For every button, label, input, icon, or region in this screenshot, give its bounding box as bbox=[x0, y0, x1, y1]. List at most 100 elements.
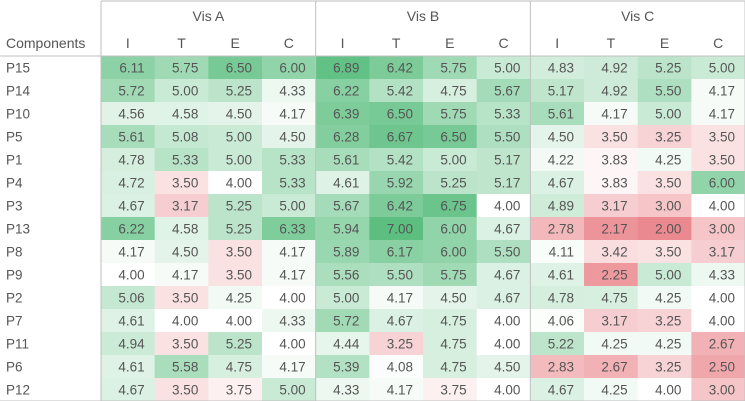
heat-cell bbox=[530, 194, 585, 218]
heat-cell bbox=[584, 309, 639, 333]
heat-cell bbox=[208, 286, 263, 310]
heat-cell bbox=[101, 263, 156, 287]
heat-cell bbox=[584, 171, 639, 195]
cell-value: 4.50 bbox=[172, 245, 198, 260]
cell-value: 6.00 bbox=[440, 222, 466, 237]
heat-cell bbox=[262, 102, 317, 126]
cell-value: 3.17 bbox=[601, 314, 627, 329]
heat-cell bbox=[637, 309, 692, 333]
column-header-2-t: T bbox=[392, 35, 401, 51]
cell-value: 5.39 bbox=[333, 360, 359, 375]
heat-cell bbox=[101, 79, 156, 103]
cell-value: 5.67 bbox=[494, 84, 520, 99]
cell-value: 3.50 bbox=[709, 153, 735, 168]
cell-value: 4.00 bbox=[279, 291, 305, 306]
cell-value: 5.08 bbox=[172, 130, 198, 145]
cell-value: 3.50 bbox=[172, 291, 198, 306]
cell-value: 4.94 bbox=[118, 337, 145, 352]
heat-cell bbox=[423, 309, 478, 333]
cell-value: 3.25 bbox=[655, 360, 681, 375]
heat-cell bbox=[315, 102, 370, 126]
heat-cell bbox=[262, 79, 317, 103]
cell-value: 3.17 bbox=[709, 245, 735, 260]
heat-cell bbox=[691, 309, 745, 333]
cell-value: 3.75 bbox=[440, 383, 466, 398]
heat-cell bbox=[101, 378, 156, 401]
cell-value: 5.00 bbox=[279, 383, 305, 398]
cell-value: 5.25 bbox=[226, 337, 252, 352]
cell-value: 2.78 bbox=[548, 222, 574, 237]
cell-value: 4.17 bbox=[387, 383, 413, 398]
cell-value: 3.50 bbox=[172, 337, 198, 352]
cell-value: 3.50 bbox=[709, 130, 735, 145]
cell-value: 4.17 bbox=[279, 107, 305, 122]
cell-value: 4.11 bbox=[549, 245, 574, 260]
heat-cell bbox=[476, 217, 531, 241]
cell-value: 4.92 bbox=[601, 84, 627, 99]
heat-cell bbox=[691, 240, 745, 264]
column-header-1-e: E bbox=[231, 35, 240, 51]
heat-cell bbox=[315, 240, 370, 264]
heat-cell bbox=[369, 102, 424, 126]
cell-value: 5.42 bbox=[387, 84, 413, 99]
heat-cell bbox=[476, 171, 531, 195]
row-label-p1: P1 bbox=[6, 153, 23, 168]
cell-value: 5.25 bbox=[226, 222, 252, 237]
cell-value: 4.00 bbox=[709, 199, 735, 214]
heat-cell bbox=[423, 217, 478, 241]
cell-value: 4.06 bbox=[548, 314, 574, 329]
heat-cell bbox=[101, 355, 156, 379]
cell-value: 5.33 bbox=[172, 153, 198, 168]
cell-value: 4.25 bbox=[226, 291, 252, 306]
cell-value: 4.67 bbox=[494, 222, 520, 237]
heat-cell bbox=[262, 355, 317, 379]
heat-cell bbox=[637, 240, 692, 264]
cell-value: 6.22 bbox=[118, 222, 144, 237]
heat-cell bbox=[637, 56, 692, 80]
heat-cell bbox=[154, 56, 209, 80]
cell-value: 5.50 bbox=[494, 130, 520, 145]
heat-cell bbox=[530, 125, 585, 149]
heat-cell bbox=[154, 171, 209, 195]
heat-cell bbox=[530, 102, 585, 126]
cell-value: 4.50 bbox=[226, 107, 252, 122]
heat-cell bbox=[584, 148, 639, 172]
heat-cell bbox=[262, 286, 317, 310]
cell-value: 4.83 bbox=[548, 61, 574, 76]
heat-cell bbox=[691, 79, 745, 103]
heat-cell bbox=[423, 355, 478, 379]
heat-cell bbox=[637, 263, 692, 287]
heat-cell bbox=[315, 332, 370, 356]
cell-value: 4.17 bbox=[279, 245, 305, 260]
heat-cell bbox=[101, 217, 156, 241]
cell-value: 5.25 bbox=[226, 199, 252, 214]
heat-cell bbox=[369, 240, 424, 264]
row-label-p2: P2 bbox=[6, 291, 23, 306]
heat-cell bbox=[369, 79, 424, 103]
heat-cell bbox=[315, 56, 370, 80]
heat-cell bbox=[208, 56, 263, 80]
cell-value: 4.75 bbox=[601, 291, 627, 306]
cell-value: 4.33 bbox=[333, 383, 359, 398]
heat-cell bbox=[369, 378, 424, 401]
cell-value: 4.22 bbox=[548, 153, 574, 168]
heat-cell bbox=[476, 355, 531, 379]
cell-value: 3.50 bbox=[601, 130, 627, 145]
heat-cell bbox=[476, 286, 531, 310]
cell-value: 5.58 bbox=[172, 360, 198, 375]
heat-cell bbox=[369, 263, 424, 287]
heat-cell bbox=[154, 102, 209, 126]
cell-value: 6.50 bbox=[387, 107, 413, 122]
row-header-label: Components bbox=[6, 35, 85, 51]
group-header-2: Vis B bbox=[407, 8, 439, 24]
cell-value: 2.50 bbox=[709, 360, 735, 375]
column-header-1-i: I bbox=[126, 35, 130, 51]
cell-value: 4.75 bbox=[226, 360, 252, 375]
cell-value: 5.00 bbox=[655, 268, 681, 283]
heat-cell bbox=[369, 171, 424, 195]
cell-value: 2.83 bbox=[548, 360, 574, 375]
cell-value: 5.17 bbox=[494, 153, 520, 168]
heat-cell bbox=[637, 286, 692, 310]
heat-cell bbox=[101, 56, 156, 80]
heat-cell bbox=[691, 217, 745, 241]
